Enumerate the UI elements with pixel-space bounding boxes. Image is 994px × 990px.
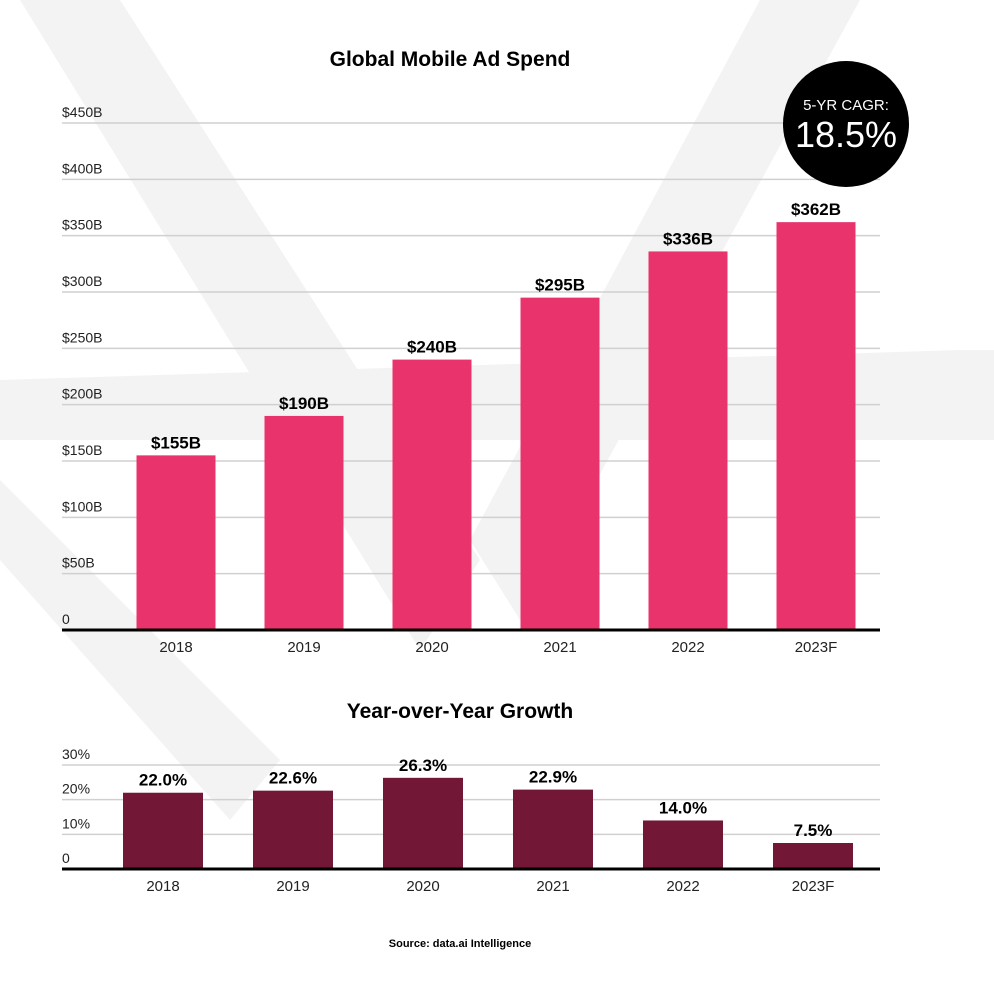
data-label: $190B xyxy=(279,394,329,413)
data-label: $155B xyxy=(151,433,201,452)
growth-chart: 0 10% 20% 30% 22.0% 2018 22.6% 2019 26.3% 2020 22.… xyxy=(62,746,880,895)
x-tick-label: 2023F xyxy=(795,639,838,656)
data-label: $362B xyxy=(791,200,841,219)
y-tick-label: 20% xyxy=(62,781,90,797)
x-tick-label: 2023F xyxy=(792,878,835,895)
growth-chart-title: Year-over-Year Growth xyxy=(347,700,573,723)
data-label: 26.3% xyxy=(399,756,447,775)
y-tick-label: $300B xyxy=(62,273,102,289)
source-note: Source: data.ai Intelligence xyxy=(389,938,531,950)
bar xyxy=(264,415,344,630)
y-tick-label: 30% xyxy=(62,746,90,762)
data-label: 22.6% xyxy=(269,769,317,788)
bar xyxy=(136,455,216,630)
y-tick-label: $50B xyxy=(62,555,95,571)
x-tick-label: 2020 xyxy=(406,878,439,895)
y-tick-label: 0 xyxy=(62,850,70,866)
y-tick-label: $250B xyxy=(62,329,102,345)
y-tick-label: $450B xyxy=(62,104,102,120)
data-label: 14.0% xyxy=(659,798,707,817)
x-tick-label: 2019 xyxy=(287,639,320,656)
bar xyxy=(513,789,593,869)
bar xyxy=(773,843,853,869)
data-label: $336B xyxy=(663,229,713,248)
bar xyxy=(648,251,728,630)
cagr-value: 18.5% xyxy=(795,114,897,155)
spend-chart: 0 $50B $100B $150B $200B $250B $300B $350B $400B… xyxy=(62,104,880,656)
cagr-badge-circle xyxy=(783,61,909,187)
x-tick-label: 2018 xyxy=(146,878,179,895)
y-tick-label: 10% xyxy=(62,815,90,831)
x-tick-label: 2020 xyxy=(415,639,448,656)
data-label: $295B xyxy=(535,276,585,295)
y-tick-label: $100B xyxy=(62,498,102,514)
bar xyxy=(643,820,723,869)
y-tick-label: $400B xyxy=(62,160,102,176)
x-tick-label: 2022 xyxy=(671,639,704,656)
bar xyxy=(520,297,600,630)
y-tick-label: $350B xyxy=(62,217,102,233)
cagr-label: 5-YR CAGR: xyxy=(803,97,889,114)
x-tick-label: 2019 xyxy=(276,878,309,895)
y-tick-label: $200B xyxy=(62,386,102,402)
x-tick-label: 2021 xyxy=(536,878,569,895)
bar xyxy=(123,792,203,869)
data-label: 7.5% xyxy=(794,821,833,840)
x-tick-label: 2018 xyxy=(159,639,192,656)
chart-title: Global Mobile Ad Spend xyxy=(330,48,571,71)
bar xyxy=(392,359,472,630)
x-tick-label: 2021 xyxy=(543,639,576,656)
y-tick-label: 0 xyxy=(62,611,70,627)
bar xyxy=(253,790,333,869)
bar xyxy=(383,777,463,869)
data-label: 22.9% xyxy=(529,768,577,787)
x-tick-label: 2022 xyxy=(666,878,699,895)
data-label: 22.0% xyxy=(139,771,187,790)
bar xyxy=(776,222,856,630)
data-label: $240B xyxy=(407,338,457,357)
cagr-badge: 5-YR CAGR: 18.5% xyxy=(783,61,909,187)
y-tick-label: $150B xyxy=(62,442,102,458)
